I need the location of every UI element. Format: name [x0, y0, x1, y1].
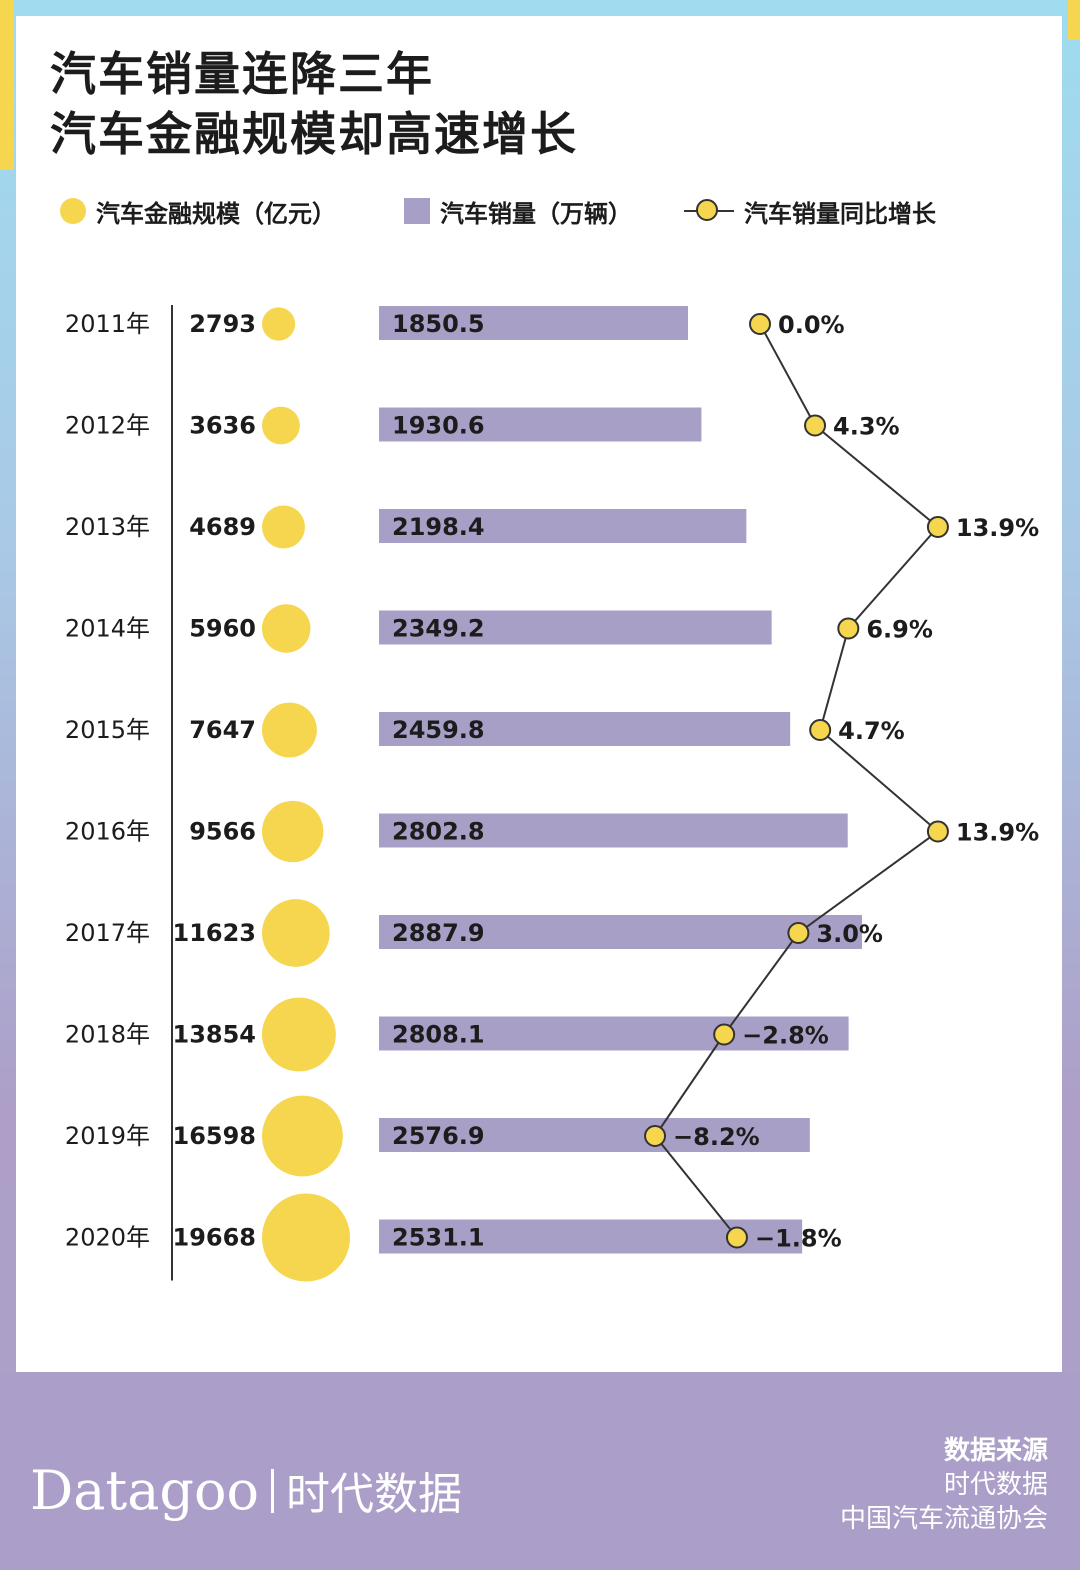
brand-logo: Datagoo 时代数据: [30, 1458, 462, 1522]
finance-bubble: [262, 505, 305, 549]
legend-growth: 汽车销量同比增长: [684, 194, 936, 228]
sales-value-label: 2808.1: [392, 1021, 485, 1049]
sales-value-label: 2576.9: [392, 1122, 485, 1150]
growth-point: [804, 414, 827, 437]
growth-value-label: 13.9%: [956, 819, 1039, 847]
growth-value-label: 4.3%: [833, 413, 900, 441]
title-line-1: 汽车销量连降三年: [50, 47, 434, 101]
sales-bar: [379, 915, 862, 949]
growth-point: [713, 1023, 736, 1046]
sales-bar: [379, 712, 791, 746]
growth-point: [809, 719, 832, 741]
source-item: 时代数据: [943, 1470, 1048, 1500]
finance-value-label: 9566: [189, 818, 256, 846]
year-label: 2016年: [65, 818, 150, 846]
data-source: 数据来源 时代数据 中国汽车流通协会: [840, 1434, 1048, 1536]
growth-point: [926, 820, 949, 843]
finance-value-label: 19668: [173, 1224, 257, 1252]
finance-bubble: [262, 604, 311, 653]
year-label: 2013年: [65, 513, 150, 541]
legend-sales: 汽车销量（万辆）: [404, 194, 632, 228]
year-label: 2017年: [65, 919, 150, 947]
legend-finance-dot-icon: [60, 198, 86, 224]
year-label: 2018年: [65, 1021, 150, 1049]
year-label: 2011年: [65, 310, 150, 338]
legend-sales-label: 汽车销量（万辆）: [440, 199, 632, 228]
finance-value-label: 3636: [189, 412, 256, 440]
finance-bubble: [262, 702, 317, 758]
growth-point: [926, 516, 949, 538]
legend: 汽车金融规模（亿元） 汽车销量（万辆） 汽车销量同比增长: [60, 194, 1060, 228]
accent-stripe-yellow-right: [1068, 0, 1080, 40]
sales-value-label: 2459.8: [392, 716, 485, 744]
growth-value-label: 4.7%: [838, 717, 905, 745]
legend-growth-line-marker-icon: [684, 198, 734, 224]
finance-value-label: 4689: [189, 513, 256, 541]
finance-bubble: [262, 800, 324, 863]
legend-finance: 汽车金融规模（亿元）: [60, 194, 336, 228]
year-label: 2020年: [65, 1224, 150, 1252]
finance-bubble: [262, 899, 330, 967]
chart-canvas: 2011年 2793 1850.5 2012年 3636 1930.6 2013年 4689 2…: [65, 305, 1039, 1282]
legend-finance-label: 汽车金融规模（亿元）: [96, 199, 336, 228]
growth-value-label: 13.9%: [956, 514, 1039, 542]
source-title: 数据来源: [943, 1436, 1048, 1466]
brand-name-en: Datagoo: [30, 1459, 259, 1522]
growth-value-label: −8.2%: [673, 1123, 760, 1151]
legend-sales-square-icon: [404, 198, 430, 224]
finance-value-label: 2793: [189, 310, 256, 338]
growth-point: [644, 1125, 667, 1147]
finance-bubble: [262, 307, 296, 341]
sales-value-label: 2349.2: [392, 615, 485, 643]
sales-bar: [379, 813, 848, 848]
footer: Datagoo 时代数据 数据来源 时代数据 中国汽车流通协会: [0, 1372, 1080, 1570]
year-label: 2019年: [65, 1122, 150, 1150]
sales-value-label: 2887.9: [392, 919, 485, 947]
sales-value-label: 2531.1: [392, 1224, 485, 1252]
finance-value-label: 5960: [189, 615, 256, 643]
growth-point: [837, 617, 860, 640]
sales-bar: [379, 1016, 849, 1051]
year-label: 2014年: [65, 615, 150, 643]
sales-bar: [379, 509, 747, 543]
growth-value-label: 0.0%: [778, 311, 845, 339]
sales-bar: [379, 407, 702, 442]
finance-value-label: 11623: [173, 919, 257, 947]
sales-bar: [379, 610, 772, 645]
growth-line: [653, 323, 940, 1239]
sales-value-label: 2802.8: [392, 818, 485, 846]
finance-bubble: [262, 1095, 343, 1177]
year-label: 2012年: [65, 412, 150, 440]
finance-bubble: [262, 1193, 350, 1282]
sales-value-label: 2198.4: [392, 513, 485, 541]
year-label: 2015年: [65, 716, 150, 744]
finance-bubble: [262, 997, 336, 1072]
finance-value-label: 16598: [173, 1122, 257, 1150]
source-item: 中国汽车流通协会: [839, 1504, 1048, 1534]
growth-point: [787, 922, 810, 944]
growth-point: [725, 1226, 748, 1249]
finance-bubble: [262, 406, 300, 445]
growth-value-label: 6.9%: [866, 616, 933, 644]
growth-value-label: −2.8%: [742, 1022, 829, 1050]
page-title: 汽车销量连降三年 汽车金融规模却高速增长: [50, 44, 578, 164]
accent-stripe-yellow: [0, 0, 14, 170]
growth-point: [749, 313, 771, 335]
title-line-2: 汽车金融规模却高速增长: [50, 107, 578, 161]
sales-bar: [379, 1118, 810, 1152]
sales-value-label: 1930.6: [392, 412, 485, 440]
brand-name-cn: 时代数据: [285, 1469, 462, 1520]
sales-bar: [379, 306, 688, 340]
growth-value-label: −1.8%: [755, 1225, 842, 1253]
brand-divider: [270, 1469, 274, 1513]
finance-value-label: 13854: [173, 1021, 257, 1049]
legend-growth-label: 汽车销量同比增长: [744, 199, 936, 228]
finance-value-label: 7647: [189, 716, 256, 744]
growth-value-label: 3.0%: [816, 920, 883, 948]
sales-value-label: 1850.5: [392, 310, 485, 338]
